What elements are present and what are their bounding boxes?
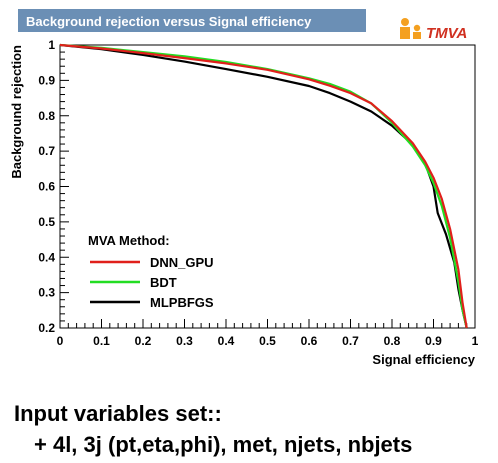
legend-label-mlpbfgs: MLPBFGS: [150, 295, 214, 310]
x-tick-label: 0.1: [93, 334, 110, 348]
roc-chart: Background rejection versus Signal effic…: [9, 9, 479, 367]
legend-label-bdt: BDT: [150, 275, 177, 290]
legend-label-dnn-gpu: DNN_GPU: [150, 255, 214, 270]
legend-title: MVA Method:: [88, 233, 170, 248]
caption-input-variables-list: + 4l, 3j (pt,eta,phi), met, njets, nbjet…: [34, 432, 413, 457]
chart-title: Background rejection versus Signal effic…: [26, 14, 312, 29]
x-tick-label: 0.3: [176, 334, 193, 348]
title-bar: [18, 9, 366, 32]
y-tick-label: 0.8: [38, 109, 55, 123]
logo-text: TMVA: [426, 25, 467, 42]
legend: MVA Method: DNN_GPU BDT MLPBFGS: [88, 233, 214, 310]
x-tick-label: 0.9: [425, 334, 442, 348]
x-tick-label: 0.5: [259, 334, 276, 348]
axis-ticks: 0 0.1 0.2 0.3 0.4 0.5 0.6 0.7 0.8 0.9 1 0.2 0.3 0.4 0.…: [38, 38, 478, 348]
y-tick-label: 0.6: [38, 180, 55, 194]
y-tick-label: 1: [48, 38, 55, 52]
y-tick-label: 0.4: [38, 250, 55, 264]
x-tick-label: 0: [57, 334, 64, 348]
y-axis-label: Background rejection: [9, 45, 24, 179]
x-tick-label: 1: [472, 334, 479, 348]
x-tick-label: 0.4: [218, 334, 235, 348]
tmva-logo: TMVA: [400, 18, 467, 42]
y-tick-label: 0.5: [38, 215, 55, 229]
y-tick-label: 0.9: [38, 73, 55, 87]
y-tick-label: 0.2: [38, 321, 55, 335]
plot-frame: [59, 44, 476, 329]
series-lines: [59, 43, 468, 329]
x-tick-label: 0.6: [301, 334, 318, 348]
caption-input-variables-heading: Input variables set::: [14, 401, 222, 426]
x-axis-label: Signal efficiency: [372, 352, 475, 367]
x-tick-label: 0.8: [384, 334, 401, 348]
x-tick-label: 0.2: [135, 334, 152, 348]
x-tick-label: 0.7: [342, 334, 359, 348]
series-line-dnn-gpu: [59, 43, 468, 329]
y-tick-label: 0.3: [38, 286, 55, 300]
y-tick-label: 0.7: [38, 144, 55, 158]
